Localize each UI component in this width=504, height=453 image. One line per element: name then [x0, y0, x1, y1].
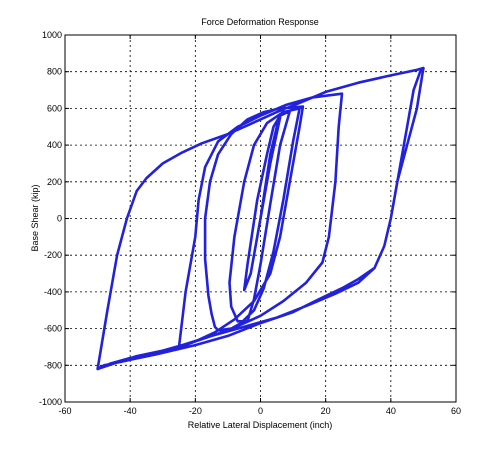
y-tick-label: 200	[47, 177, 62, 187]
y-tick-label: -600	[44, 324, 62, 334]
tick-labels: -60 -40 -20 0 20 40 60-1000-800-600-400-200020…	[39, 30, 461, 416]
x-axis-label: Relative Lateral Displacement (inch)	[188, 420, 333, 430]
y-tick-label: 1000	[42, 30, 62, 40]
x-tick-label: 40	[386, 406, 396, 416]
y-tick-label: -1000	[39, 397, 62, 407]
x-tick-label: -20	[189, 406, 202, 416]
y-tick-label: 800	[47, 67, 62, 77]
y-tick-label: -200	[44, 250, 62, 260]
chart-title: Force Deformation Response	[201, 17, 319, 27]
x-tick-label: -60	[58, 406, 71, 416]
x-tick-label: 60	[451, 406, 461, 416]
y-tick-label: 0	[57, 214, 62, 224]
y-tick-label: -400	[44, 287, 62, 297]
axis-ticks	[64, 34, 457, 403]
y-axis-label: Base Shear (kip)	[30, 184, 40, 251]
x-tick-label: 20	[321, 406, 331, 416]
y-tick-label: 600	[47, 103, 62, 113]
x-tick-label: -40	[124, 406, 137, 416]
y-tick-label: -800	[44, 360, 62, 370]
y-tick-label: 400	[47, 140, 62, 150]
hysteresis-series-line	[96, 66, 425, 371]
series-group	[96, 66, 425, 371]
x-tick-label: 0	[258, 406, 263, 416]
